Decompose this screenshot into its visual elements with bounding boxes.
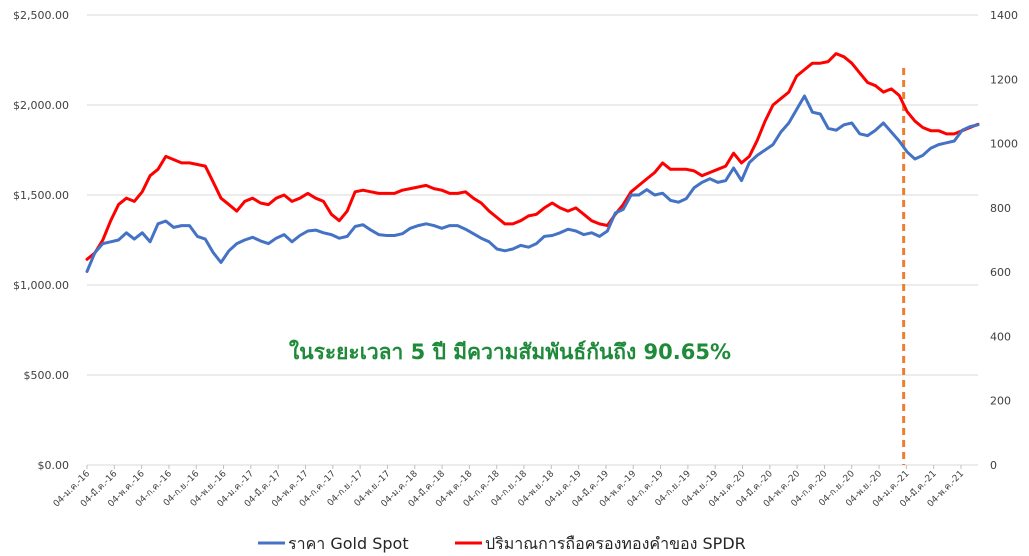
y-left-tick-label: $2,500.00 [13, 9, 69, 22]
y-right-tick-label: 600 [990, 266, 1011, 279]
y-axis-right: 0 200 400 600 800 1000 1200 1400 [990, 9, 1018, 472]
y-left-tick-label: $0.00 [38, 459, 70, 472]
y-left-tick-label: $1,000.00 [13, 279, 69, 292]
series-spdr-holdings-line [85, 52, 980, 261]
y-axis-left: $0.00 $500.00 $1,000.00 $1,500.00 $2,000.00 $… [13, 9, 69, 472]
y-right-tick-label: 1400 [990, 9, 1018, 22]
y-left-tick-label: $2,000.00 [13, 99, 69, 112]
y-right-tick-label: 400 [990, 330, 1011, 343]
y-right-tick-label: 800 [990, 202, 1011, 215]
y-right-tick-label: 0 [990, 459, 997, 472]
y-right-tick-label: 1200 [990, 73, 1018, 86]
correlation-annotation: ในระยะเวลา 5 ปี มีความสัมพันธ์กันถึง 90.… [289, 339, 731, 364]
y-right-tick-label: 1000 [990, 138, 1018, 151]
y-left-tick-label: $500.00 [24, 369, 70, 382]
series-gold-spot-line [85, 94, 980, 273]
gridlines [87, 14, 978, 466]
legend: ราคา Gold Spot ปริมาณการถือครองทองคำของ S… [258, 534, 746, 553]
y-left-tick-label: $1,500.00 [13, 189, 69, 202]
y-right-tick-label: 200 [990, 395, 1011, 408]
legend-label: ราคา Gold Spot [288, 534, 409, 553]
x-axis: 04-ม.ค.-1604-มี.ค.-1604-พ.ค.-1604-ก.ค.-1… [52, 464, 978, 509]
series-group [85, 52, 980, 273]
legend-label: ปริมาณการถือครองทองคำของ SPDR [485, 534, 746, 553]
